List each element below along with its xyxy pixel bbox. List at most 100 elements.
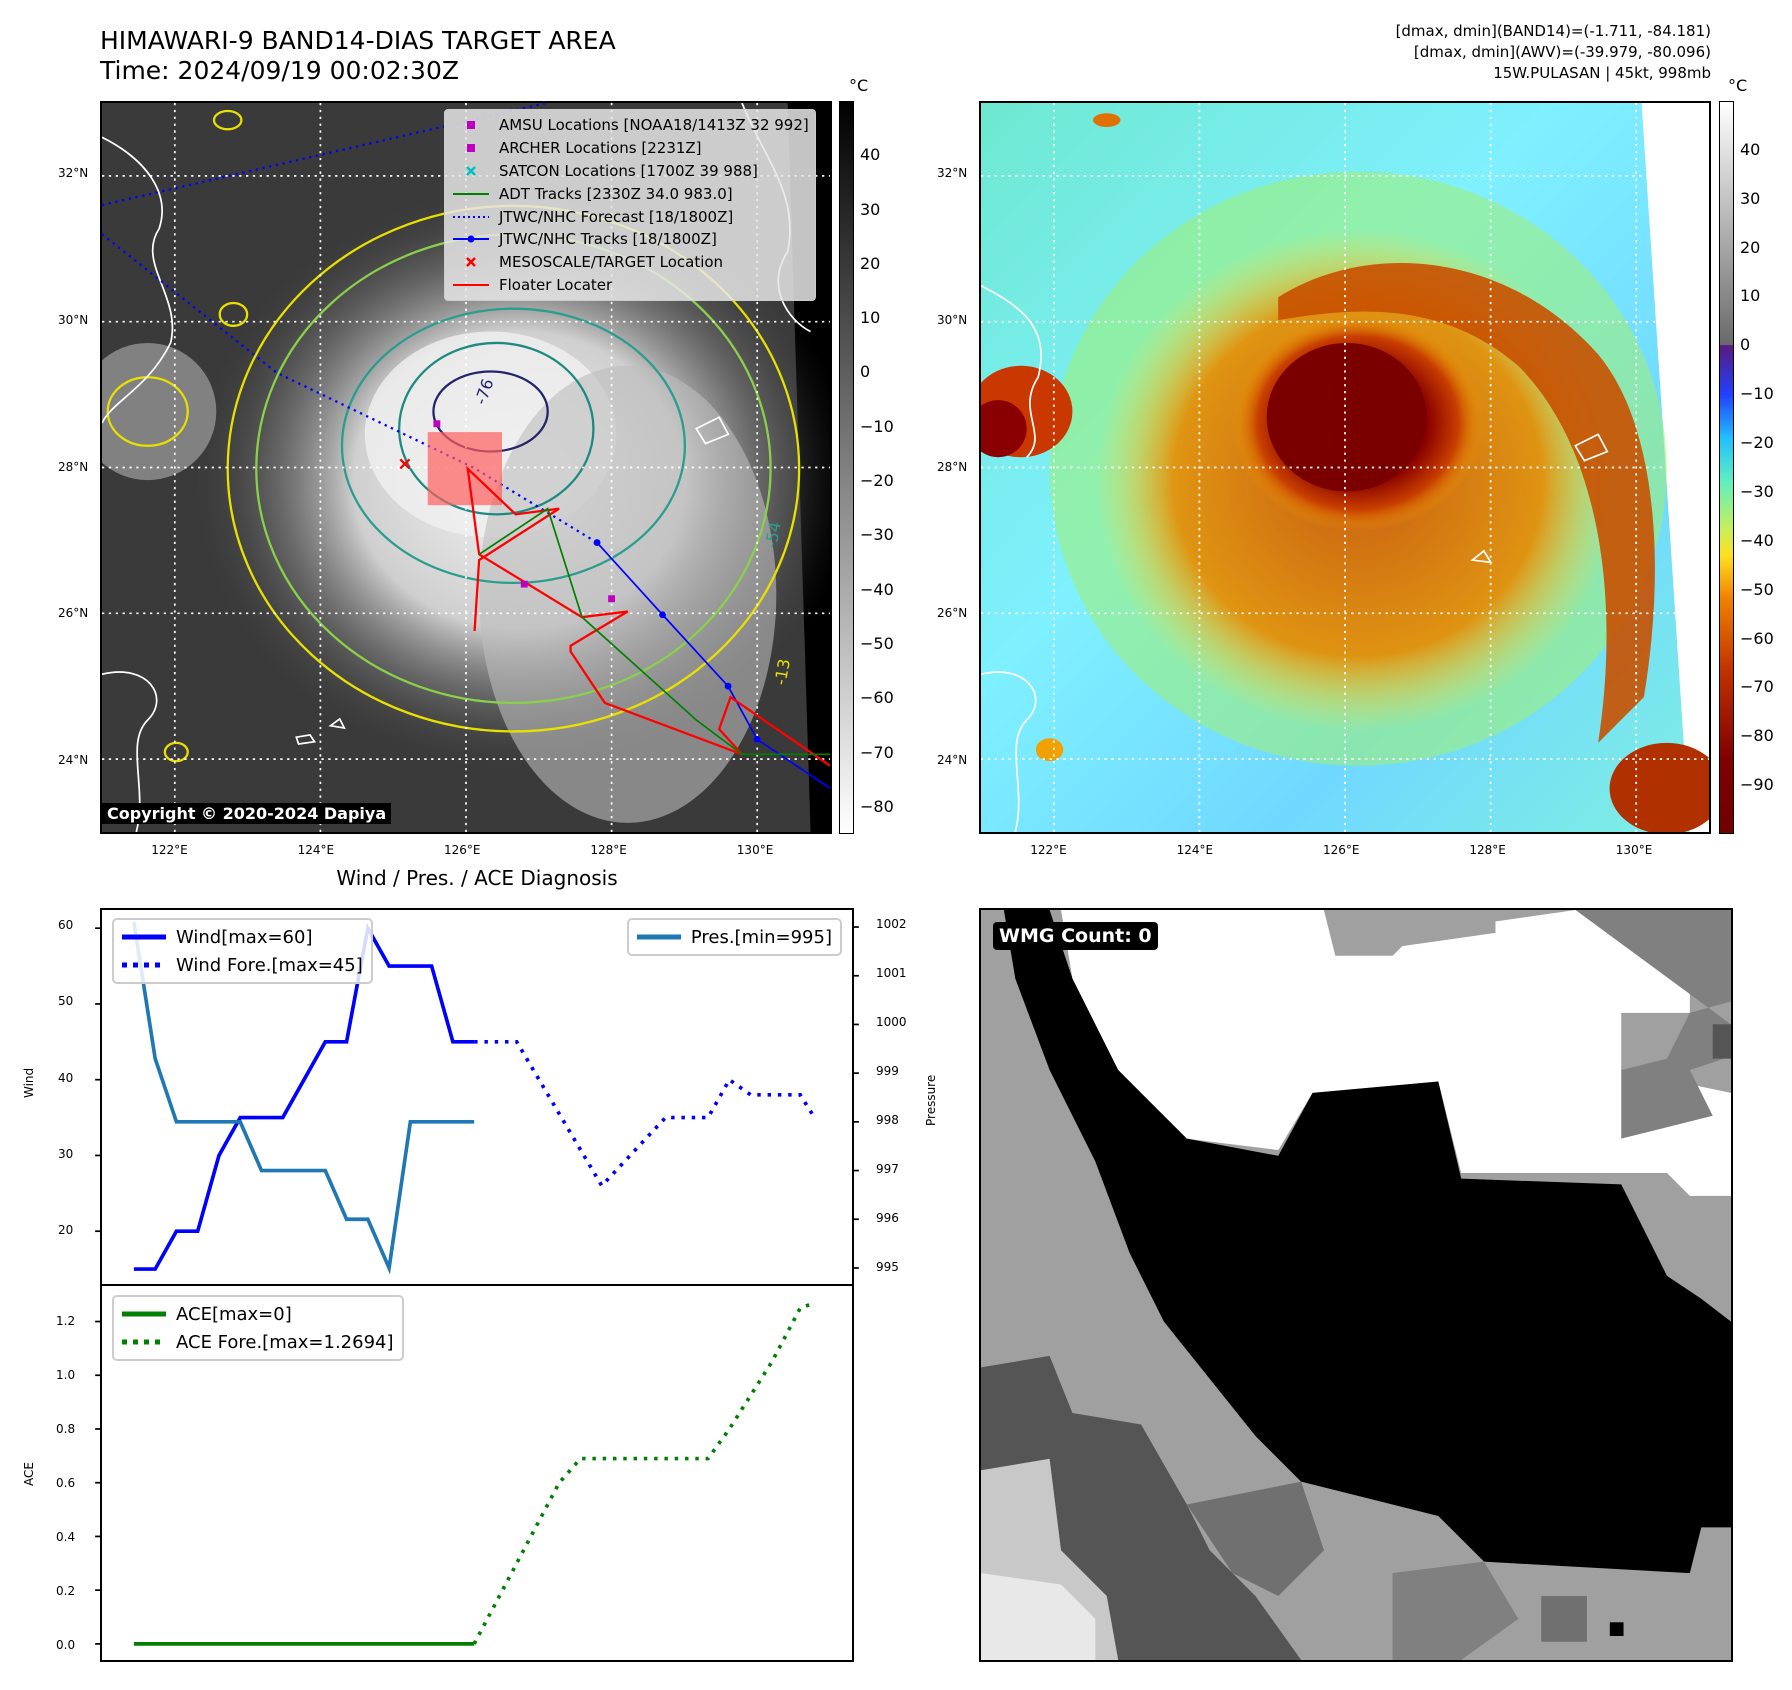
lat-tick-label: 26°N (937, 606, 968, 621)
ace-tick-label: 0.2 (56, 1583, 76, 1598)
legend-ace: ACE[max=0] (176, 1303, 292, 1325)
pressure-tick-label: 995 (876, 1259, 899, 1274)
pressure-tick-label: 1000 (876, 1015, 907, 1030)
legend-label: JTWC/NHC Forecast [18/1800Z] (499, 207, 734, 226)
legend-square-icon (467, 144, 475, 153)
target-marker (399, 458, 411, 470)
ace-tick-label: 0.6 (56, 1475, 76, 1490)
series-pres-line (132, 921, 475, 1275)
ace-tick-label: 1.2 (56, 1313, 76, 1328)
colorbar-tick-label: −60 (1740, 628, 1774, 648)
colorbar-tick-label: 40 (1740, 139, 1761, 159)
wind-tick-label: 60 (58, 918, 74, 933)
lon-tick-label: 128°E (590, 843, 627, 857)
pressure-tick-label: 998 (876, 1112, 899, 1127)
legend-label: AMSU Locations [NOAA18/1413Z 32 992] (499, 116, 809, 135)
wind-axis-label: Wind (22, 1067, 36, 1098)
legend-line-icon (453, 283, 489, 286)
ace-axis-label: ACE (22, 1462, 36, 1486)
wmg-panel: WMG Count: 0 (979, 908, 1733, 1662)
jtwc-track-point (724, 682, 732, 690)
colorbar-tick-label: 20 (1740, 237, 1761, 257)
target-area-box (427, 432, 502, 506)
pressure-tick-label: 997 (876, 1161, 899, 1176)
colorbar-tick-label: −40 (860, 579, 894, 599)
legend-label: SATCON Locations [1700Z 39 988] (499, 161, 758, 180)
left-colorbar-unit: °C (849, 76, 869, 95)
coastlines (981, 285, 1609, 832)
colorbar-tick-label: 30 (860, 199, 881, 219)
ace-tick-label: 0.0 (56, 1637, 76, 1652)
lon-tick-label: 130°E (736, 843, 774, 857)
ir-map-panel: -76 -54 -13 AMSU Locations [NOAA18/1413Z… (100, 101, 832, 834)
colorbar-tick-label: −60 (860, 688, 894, 708)
pressure-axis-label: Pressure (924, 1074, 938, 1126)
legend-line-dot-icon (453, 235, 489, 243)
awv-map-panel (979, 101, 1711, 834)
legend-item: JTWC/NHC Forecast [18/1800Z] (451, 205, 809, 228)
lat-tick-label: 24°N (58, 752, 89, 767)
series-windline (133, 922, 475, 1271)
diagnosis-title: Wind / Pres. / ACE Diagnosis (336, 866, 618, 890)
wmg-image (981, 910, 1731, 1660)
legend-item: SATCON Locations [1700Z 39 988] (451, 160, 809, 183)
lat-tick-label: 32°N (58, 166, 89, 181)
wind-tick-label: 30 (58, 1146, 74, 1161)
wind-legend: Wind[max=60] Wind Fore.[max=45] (112, 918, 373, 984)
lat-tick-label: 28°N (937, 459, 968, 474)
wmg-count-label: WMG Count: 0 (993, 922, 1158, 950)
series-wind-fore-line (474, 1039, 816, 1189)
legend-pressure: Pres.[min=995] (690, 926, 832, 948)
ace-tick-label: 0.8 (56, 1421, 76, 1436)
legend-dotted-icon (453, 215, 489, 218)
lat-tick-label: 32°N (937, 166, 968, 181)
contour-label: -54 (762, 520, 785, 549)
awv-map (981, 103, 1709, 832)
colorbar-tick-label: −80 (1740, 726, 1774, 746)
colorbar-tick-label: −90 (1740, 775, 1774, 795)
contour-label: -13 (771, 657, 794, 686)
right-colorbar (1719, 101, 1734, 834)
pressure-tick-label: 999 (876, 1064, 899, 1079)
lat-tick-label: 24°N (937, 752, 968, 767)
colorbar-tick-label: 40 (860, 145, 881, 165)
colorbar-tick-label: −50 (1740, 579, 1774, 599)
legend-label: JTWC/NHC Tracks [18/1800Z] (499, 230, 717, 249)
wind-tick-label: 20 (58, 1222, 74, 1237)
colorbar-tick-label: −10 (860, 416, 894, 436)
colorbar-tick-label: 0 (1740, 335, 1751, 355)
pressure-tick-label: 1001 (876, 966, 907, 981)
jtwc-forecast-line (102, 233, 598, 544)
copyright-label: Copyright © 2020-2024 Dapiya (102, 803, 392, 824)
lat-tick-label: 30°N (58, 312, 89, 327)
legend-item: Floater Locater (451, 274, 809, 297)
colorbar-tick-label: −80 (860, 796, 894, 816)
wind-tick-label: 50 (58, 994, 74, 1009)
awv-range: [dmax, dmin](AWV)=(-39.979, -80.096) (1413, 43, 1711, 61)
lon-tick-label: 126°E (444, 843, 481, 857)
storm-info: 15W.PULASAN | 45kt, 998mb (1493, 64, 1711, 82)
lon-tick-label: 128°E (1469, 843, 1506, 857)
lon-tick-label: 124°E (1176, 843, 1214, 857)
jtwc-track-point (593, 539, 601, 547)
jtwc-track-point (753, 735, 761, 743)
colorbar-tick-label: −70 (1740, 677, 1774, 697)
colorbar-tick-label: 10 (1740, 286, 1761, 306)
legend-label: Floater Locater (499, 275, 613, 294)
legend-square-icon (467, 121, 475, 130)
ace-legend: ACE[max=0] ACE Fore.[max=1.2694] (112, 1295, 404, 1361)
map-legend: AMSU Locations [NOAA18/1413Z 32 992] ARCH… (444, 109, 816, 302)
location-marker (608, 595, 616, 603)
figure-title: HIMAWARI-9 BAND14-DIAS TARGET AREA (100, 26, 616, 55)
diagnosis-chart: Wind[max=60] Wind Fore.[max=45] Pres.[mi… (95, 908, 859, 1662)
right-colorbar-unit: °C (1728, 76, 1748, 95)
colorbar-tick-label: −70 (860, 742, 894, 762)
adt-track-line (478, 507, 830, 756)
legend-item: AMSU Locations [NOAA18/1413Z 32 992] (451, 114, 809, 137)
jtwc-track-point (659, 611, 666, 619)
ace-tick-label: 0.4 (56, 1529, 76, 1544)
pressure-legend: Pres.[min=995] (626, 918, 842, 956)
legend-item: ARCHER Locations [2231Z] (451, 137, 809, 160)
legend-item: MESOSCALE/TARGET Location (451, 251, 809, 274)
legend-label: ADT Tracks [2330Z 34.0 983.0] (499, 184, 733, 203)
